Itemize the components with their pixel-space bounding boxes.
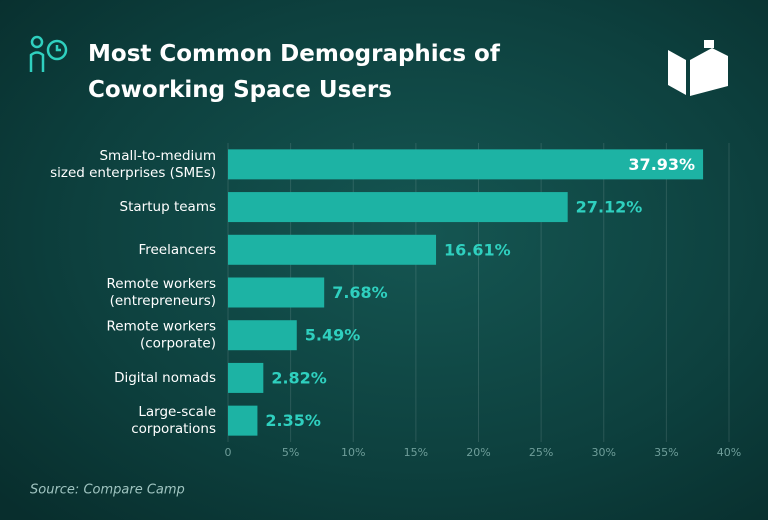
x-tick-label: 30% [592,446,616,459]
x-tick-label: 35% [654,446,678,459]
x-tick-label: 25% [529,446,553,459]
value-label: 37.93% [628,155,695,174]
value-label: 2.35% [265,411,321,430]
x-tick-label: 40% [717,446,741,459]
y-tick-label: Remote workers (entrepreneurs) [107,276,216,309]
bar [228,277,325,308]
x-tick-label: 15% [404,446,428,459]
bar [228,320,297,351]
value-label: 5.49% [305,326,361,345]
bar [228,192,568,223]
bar [228,405,258,436]
y-tick-label: Large-scale corporations [131,404,216,437]
x-tick-label: 0 [225,446,232,459]
bar [228,149,704,180]
value-label: 27.12% [576,198,643,217]
y-tick-label: Freelancers [138,242,216,258]
value-label: 16.61% [444,240,511,259]
y-tick-label: Digital nomads [114,370,216,386]
x-tick-label: 10% [341,446,365,459]
value-label: 7.68% [332,283,388,302]
source: Source: Compare Camp [30,483,185,498]
chart-title: Most Common Demographics of Coworking Spa… [88,41,501,103]
y-tick-label: Startup teams [120,199,216,215]
x-tick-label: 5% [282,446,299,459]
title-icon [29,35,68,72]
bar [228,234,437,265]
x-tick-label: 20% [466,446,490,459]
y-tick-label: Remote workers (corporate) [107,319,216,352]
value-label: 2.82% [271,368,327,387]
logo [668,40,728,96]
y-tick-label: Small-to-medium sized enterprises (SMEs) [50,148,216,181]
bar [228,362,264,393]
